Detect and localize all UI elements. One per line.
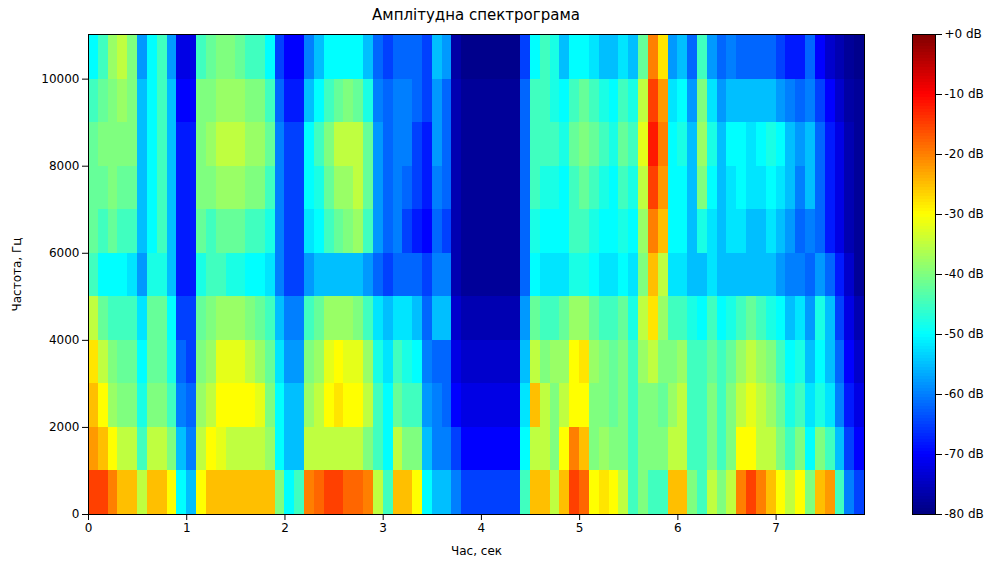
svg-text:-20 dB: -20 dB xyxy=(945,147,984,161)
svg-text:3: 3 xyxy=(379,521,387,535)
svg-text:2: 2 xyxy=(281,521,289,535)
html-text:Амплітудна спектрограма: Амплітудна спектрограма xyxy=(372,6,580,24)
svg-text:7: 7 xyxy=(772,521,780,535)
svg-text:0: 0 xyxy=(72,507,80,521)
svg-text:8000: 8000 xyxy=(49,159,80,173)
svg-text:-60 dB: -60 dB xyxy=(945,387,984,401)
svg-text:Частота, Гц: Частота, Гц xyxy=(10,238,24,312)
svg-text:6000: 6000 xyxy=(49,246,80,260)
svg-text:-10 dB: -10 dB xyxy=(945,87,984,101)
svg-text:Час, сек: Час, сек xyxy=(451,544,502,558)
svg-text:2000: 2000 xyxy=(49,420,80,434)
svg-text:4: 4 xyxy=(478,521,486,535)
svg-text:-70 dB: -70 dB xyxy=(945,447,984,461)
svg-text:6: 6 xyxy=(674,521,682,535)
svg-text:4000: 4000 xyxy=(49,333,80,347)
svg-text:0: 0 xyxy=(85,521,93,535)
svg-text:+0 dB: +0 dB xyxy=(945,27,982,41)
svg-text:5: 5 xyxy=(576,521,584,535)
svg-text:1: 1 xyxy=(183,521,191,535)
svg-text:10000: 10000 xyxy=(41,72,79,86)
svg-text:-80 dB: -80 dB xyxy=(945,507,984,521)
svg-text:-30 dB: -30 dB xyxy=(945,207,984,221)
svg-text:-40 dB: -40 dB xyxy=(945,267,984,281)
svg-text:-50 dB: -50 dB xyxy=(945,327,984,341)
